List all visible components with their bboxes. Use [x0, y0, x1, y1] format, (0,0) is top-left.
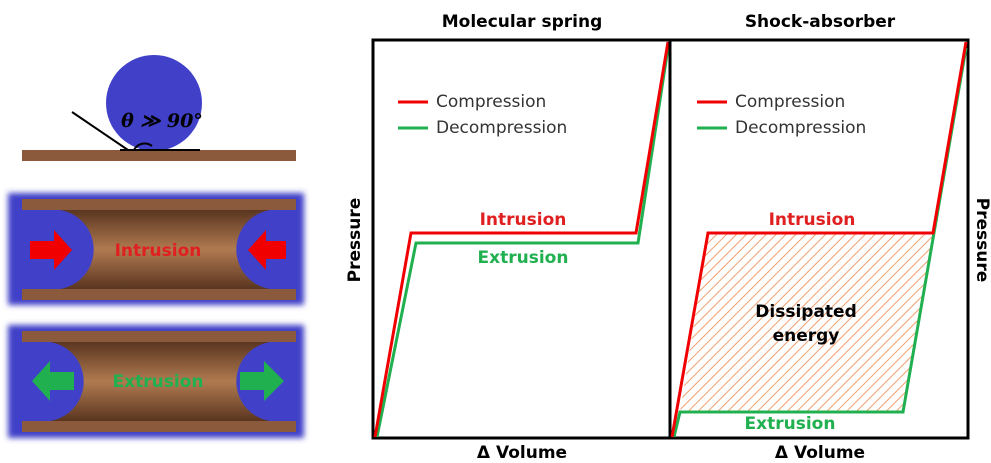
tangent [71, 111, 129, 151]
wall [22, 421, 296, 432]
frame [668, 38, 970, 440]
panel-shock-absorber: Shock-absorber Compression Decompression… [668, 12, 991, 463]
panel-molecular-spring: Molecular spring Compression Decompressi… [345, 12, 672, 463]
decompression-curve [375, 47, 670, 438]
pore-label: Intrusion [115, 241, 202, 261]
y-label: Pressure [972, 198, 991, 283]
legend-label: Decompression [436, 118, 567, 138]
arrow [30, 230, 72, 270]
curve-label: Intrusion [769, 210, 856, 230]
compression-curve [670, 41, 968, 438]
droplet-diagram: θ ≫ 90° [22, 55, 296, 161]
surface [22, 150, 296, 161]
curve-label: Extrusion [478, 248, 569, 268]
legend-label: Compression [735, 92, 845, 112]
area-label: energy [773, 326, 840, 346]
arrow [32, 361, 74, 401]
wall [22, 199, 296, 210]
area-label: Dissipated [755, 302, 856, 322]
pore-label: Extrusion [113, 372, 204, 392]
panel-title: Shock-absorber [745, 12, 896, 32]
panel-title: Molecular spring [442, 12, 603, 32]
droplet [106, 55, 202, 151]
legend-label: Decompression [735, 118, 866, 138]
x-label: Δ Volume [477, 443, 567, 463]
dissipated-area [680, 233, 933, 412]
curve-label: Intrusion [480, 210, 567, 230]
pore-intrusion: Intrusion [8, 193, 304, 305]
wall [22, 289, 296, 300]
arrow [248, 230, 286, 270]
wall [22, 331, 296, 342]
angle-label: θ ≫ 90° [121, 110, 203, 132]
legend-label: Compression [436, 92, 546, 112]
compression-curve [373, 41, 670, 438]
x-label: Δ Volume [775, 443, 865, 463]
curve-label: Extrusion [745, 414, 836, 434]
y-label: Pressure [345, 198, 365, 283]
arrow [240, 361, 284, 401]
angle-arc [133, 142, 153, 151]
pore-extrusion: Extrusion [8, 325, 304, 438]
